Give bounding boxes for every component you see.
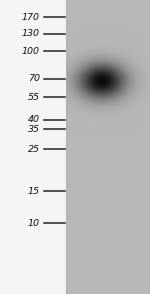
Text: 130: 130 bbox=[22, 29, 40, 38]
Text: 15: 15 bbox=[28, 187, 40, 196]
Text: 55: 55 bbox=[28, 93, 40, 101]
Text: 35: 35 bbox=[28, 125, 40, 134]
Text: 40: 40 bbox=[28, 116, 40, 124]
Text: 70: 70 bbox=[28, 74, 40, 83]
Bar bbox=[0, 0, 66, 294]
Bar bbox=[66, 0, 150, 294]
Text: 100: 100 bbox=[22, 47, 40, 56]
Text: 10: 10 bbox=[28, 219, 40, 228]
Text: 170: 170 bbox=[22, 13, 40, 21]
Text: 25: 25 bbox=[28, 145, 40, 154]
